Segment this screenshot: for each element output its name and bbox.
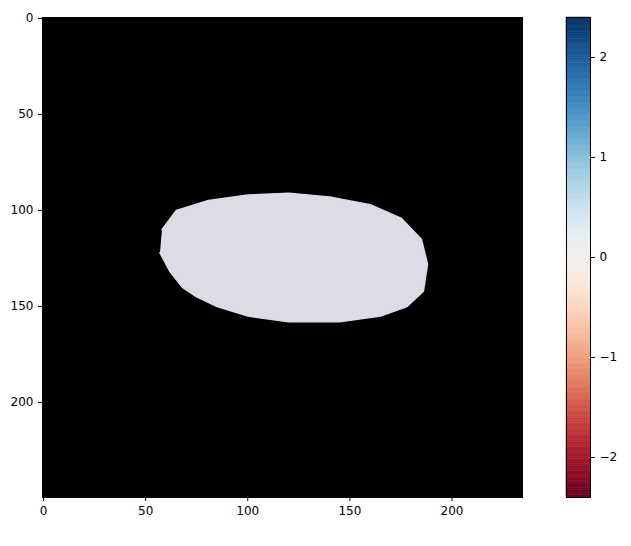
svg-text:1: 1 [600, 150, 608, 164]
svg-text:100: 100 [236, 504, 259, 518]
svg-text:50: 50 [18, 107, 33, 121]
svg-text:150: 150 [338, 504, 361, 518]
svg-text:−2: −2 [600, 450, 618, 464]
svg-text:0: 0 [600, 250, 608, 264]
svg-text:−1: −1 [600, 350, 618, 364]
svg-text:50: 50 [138, 504, 153, 518]
svg-text:200: 200 [441, 504, 464, 518]
svg-text:200: 200 [11, 395, 34, 409]
svg-text:0: 0 [26, 11, 34, 25]
svg-text:2: 2 [600, 50, 608, 64]
svg-text:0: 0 [40, 504, 48, 518]
svg-text:100: 100 [11, 203, 34, 217]
svg-text:150: 150 [11, 299, 34, 313]
